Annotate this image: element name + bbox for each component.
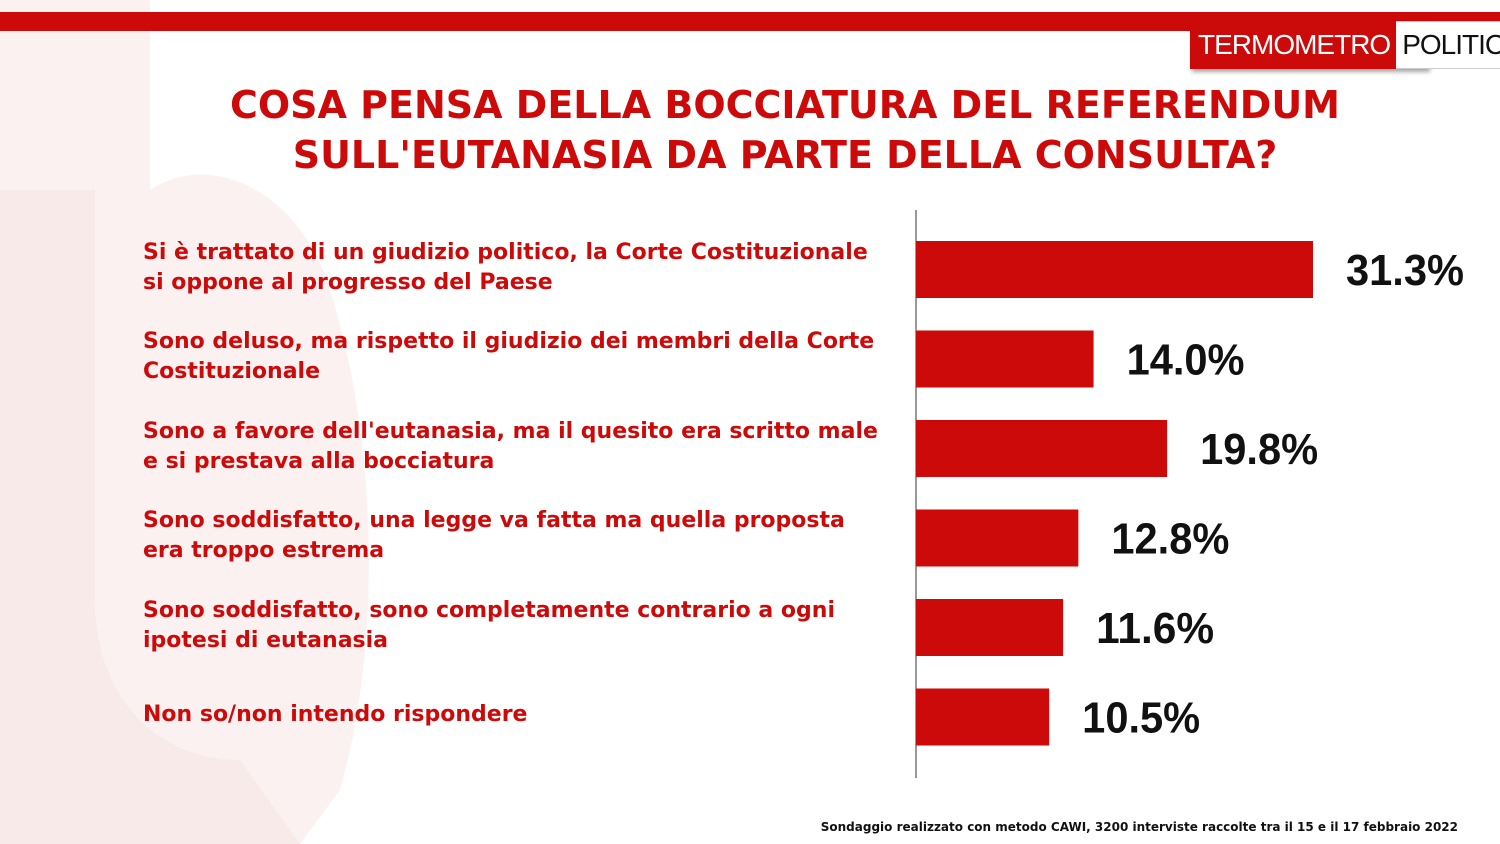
category-label-2-line-1: Sono deluso, ma rispetto il giudizio dei…	[143, 329, 875, 354]
bar-4	[916, 509, 1079, 567]
bar-2	[916, 330, 1094, 388]
category-label-1: Si è trattato di un giudizio politico, l…	[143, 238, 913, 298]
category-label-4: Sono soddisfatto, una legge va fatta ma …	[143, 506, 913, 566]
logo-part-politico: POLITICO	[1396, 21, 1500, 69]
category-label-5: Sono soddisfatto, sono completamente con…	[143, 596, 913, 656]
bar-6	[916, 688, 1050, 746]
bar-5	[916, 599, 1064, 656]
category-label-1-line-1: Si è trattato di un giudizio politico, l…	[143, 239, 868, 265]
logo-part-termometro: TERMOMETRO	[1190, 21, 1397, 69]
value-label-2: 14.0%	[1127, 336, 1245, 385]
value-label-3: 19.8%	[1200, 425, 1318, 474]
category-label-3-line-1: Sono a favore dell'eutanasia, ma il ques…	[143, 418, 878, 444]
bar-3	[916, 420, 1168, 477]
value-label-4: 12.8%	[1111, 515, 1229, 564]
top-accent-bar	[0, 12, 1500, 31]
category-label-6: Non so/non intendo rispondere	[143, 700, 913, 730]
category-label-5-line-1: Sono soddisfatto, sono completamente con…	[143, 597, 835, 623]
chart-title-line-1: COSA PENSA DELLA BOCCIATURA DEL REFEREND…	[229, 83, 1340, 127]
category-label-1-line-2: si oppone al progresso del Paese	[143, 269, 553, 295]
chart-title-line-2: SULL'EUTANASIA DA PARTE DELLA CONSULTA?	[292, 133, 1278, 177]
termometro-politico-logo: TERMOMETRO POLITICO	[1190, 21, 1500, 69]
category-label-2: Sono deluso, ma rispetto il giudizio dei…	[143, 327, 913, 387]
bar-1	[916, 241, 1313, 298]
survey-footnote: Sondaggio realizzato con metodo CAWI, 32…	[820, 820, 1458, 834]
value-label-5: 11.6%	[1096, 604, 1214, 653]
category-label-3-line-2: e si prestava alla bocciatura	[143, 448, 495, 474]
category-label-3: Sono a favore dell'eutanasia, ma il ques…	[143, 417, 913, 477]
value-label-6: 10.5%	[1082, 694, 1200, 743]
category-label-4-line-2: era troppo estrema	[143, 538, 385, 563]
category-label-6-line-1: Non so/non intendo rispondere	[143, 702, 528, 727]
category-label-2-line-2: Costituzionale	[143, 359, 321, 384]
category-label-4-line-1: Sono soddisfatto, una legge va fatta ma …	[143, 508, 845, 533]
value-label-1: 31.3%	[1346, 246, 1464, 295]
chart-title: COSA PENSA DELLA BOCCIATURA DEL REFEREND…	[140, 80, 1430, 180]
category-label-5-line-2: ipotesi di eutanasia	[143, 627, 389, 653]
